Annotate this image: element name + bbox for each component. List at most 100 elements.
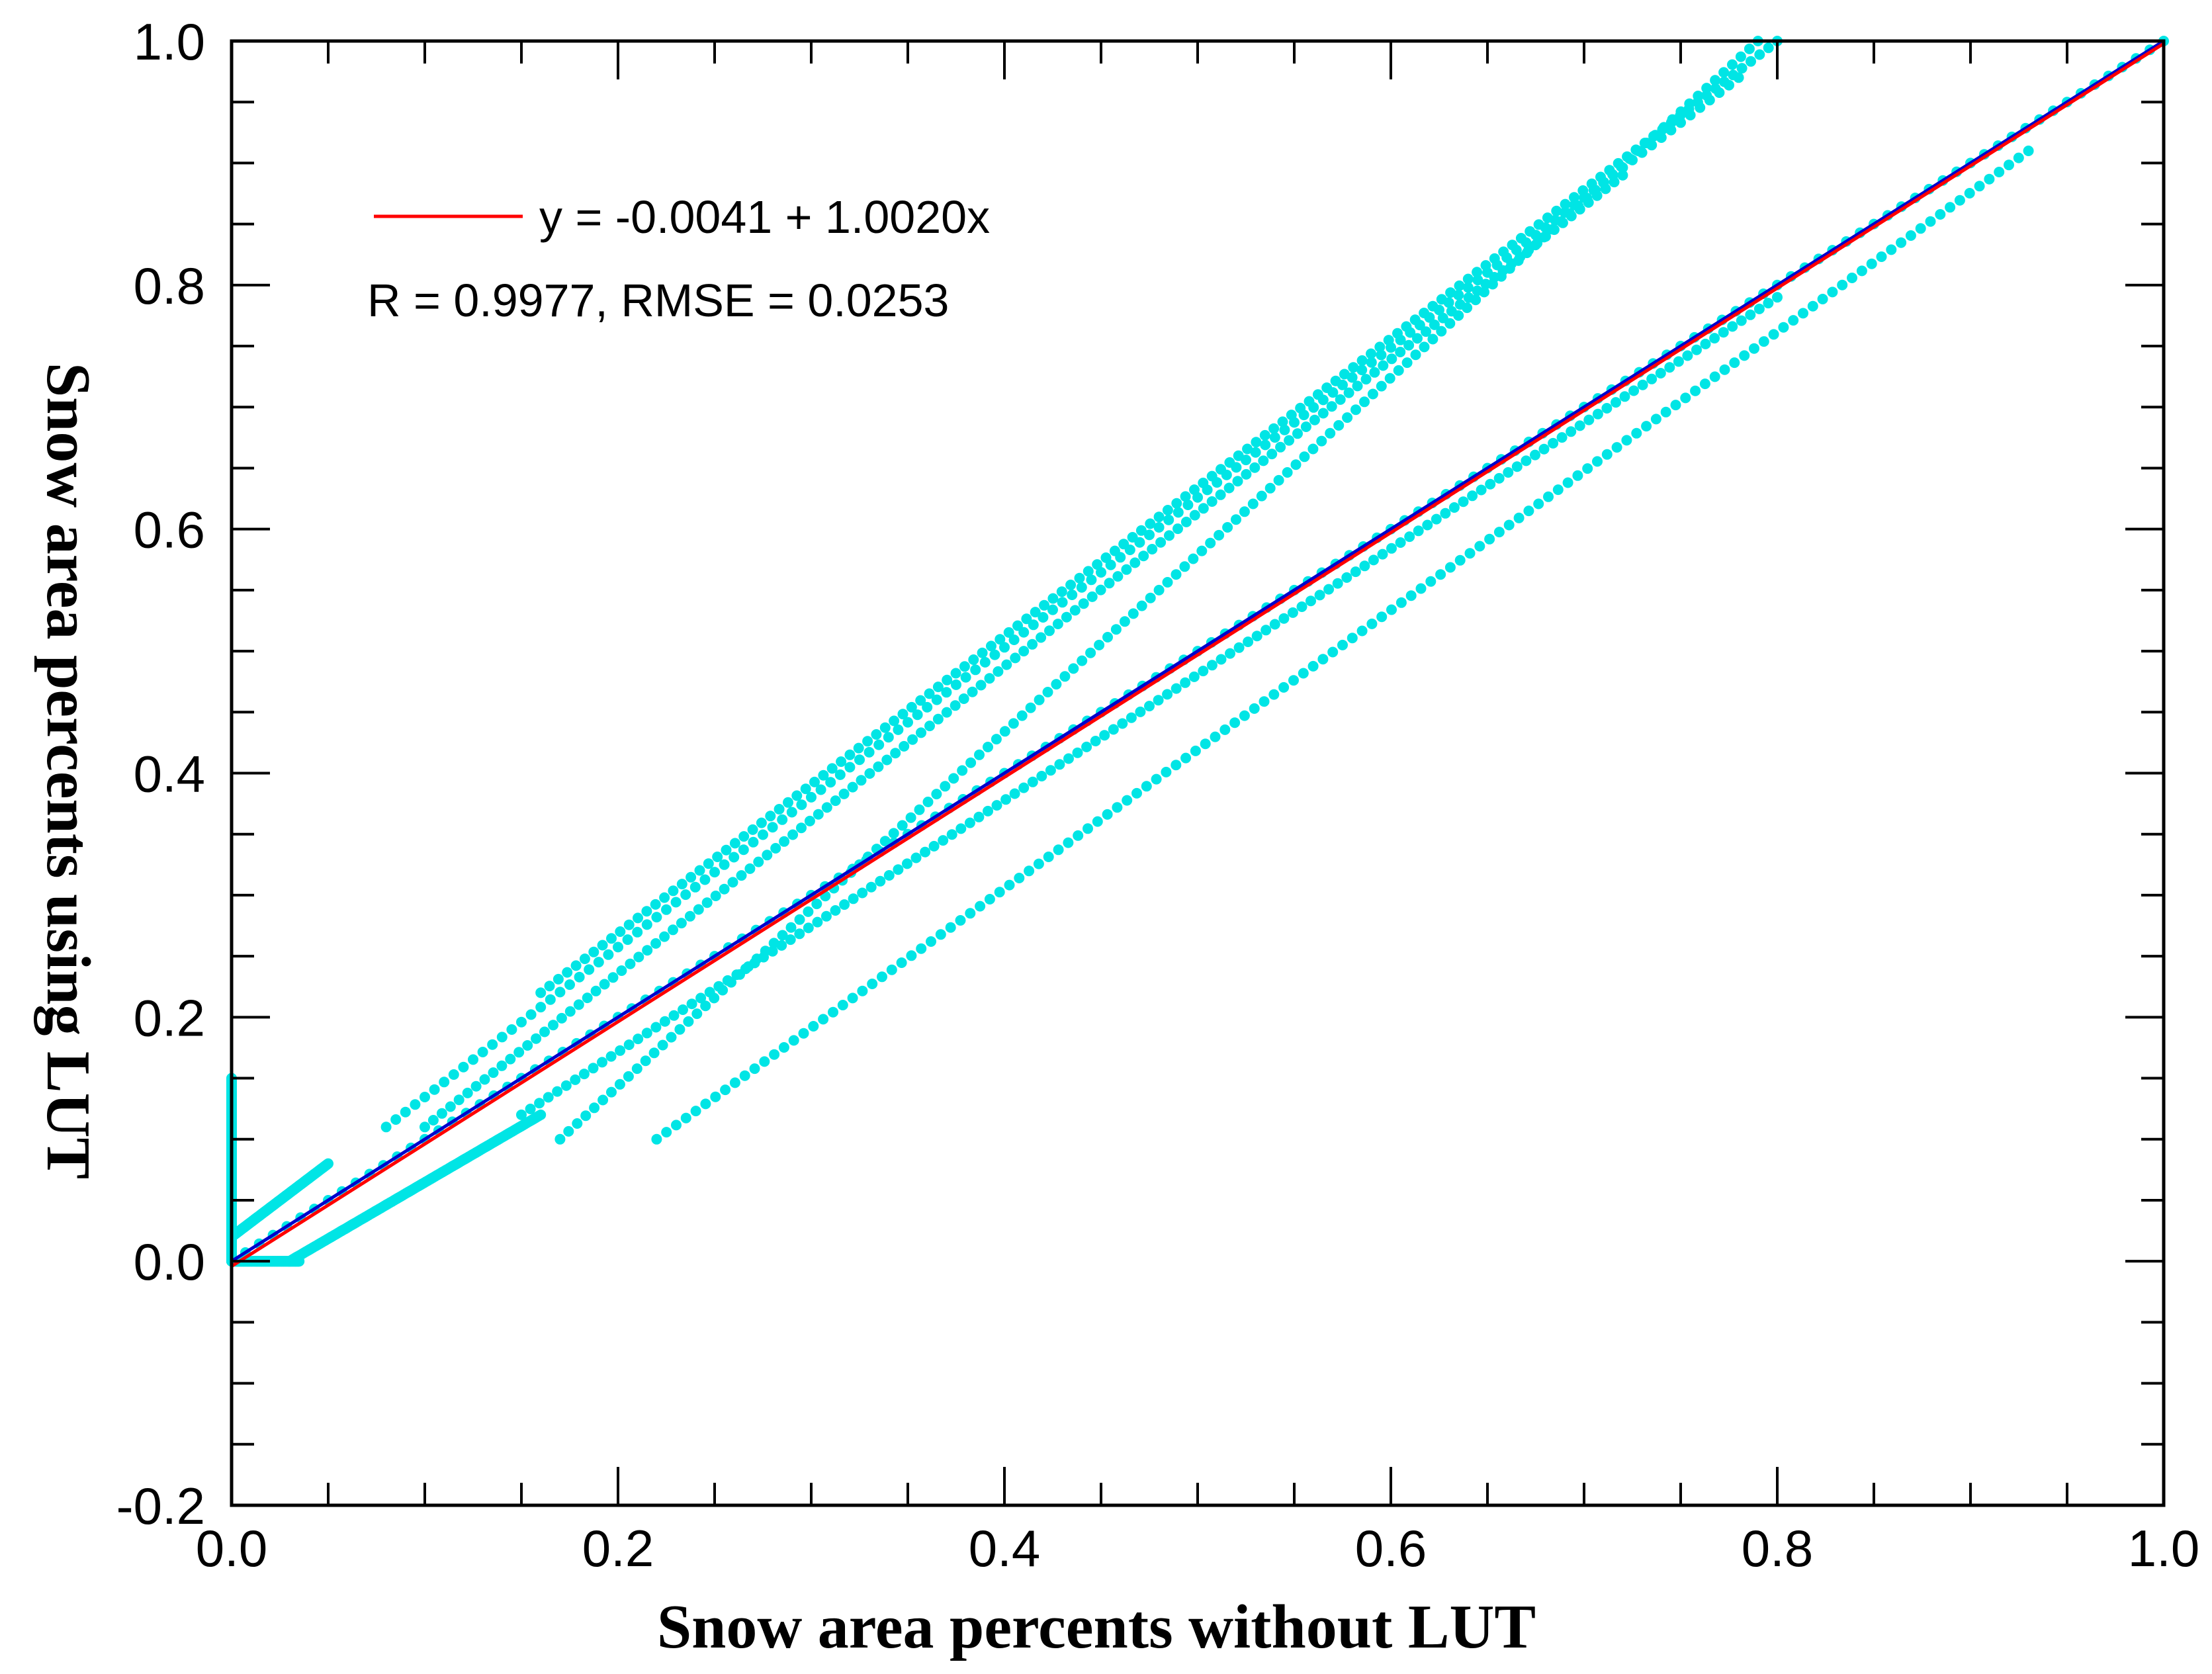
cluster-upper-1-point xyxy=(1145,518,1156,529)
cluster-mid-lower-point xyxy=(543,1092,554,1103)
cluster-upper-4-point xyxy=(940,781,951,792)
cluster-lower-point xyxy=(769,1049,780,1060)
cluster-upper-2-point xyxy=(806,791,817,803)
cluster-upper-3-point xyxy=(950,700,961,711)
cluster-upper-2-point xyxy=(487,1039,498,1050)
cluster-upper-2-point xyxy=(506,1024,517,1035)
cluster-mid-lower-point xyxy=(1664,362,1675,373)
cluster-lower-point xyxy=(818,1014,829,1025)
cluster-upper-4-point xyxy=(1359,396,1370,408)
cluster-mid-lower-point xyxy=(1117,718,1128,729)
cluster-upper-3-point xyxy=(1352,380,1363,392)
cluster-upper-3-point xyxy=(932,713,944,725)
cluster-upper-3-point xyxy=(531,1033,542,1044)
cluster-upper-2-point xyxy=(719,859,730,870)
cluster-mid-lower-point xyxy=(794,928,805,940)
cluster-mid-lower-point xyxy=(1682,350,1693,361)
cluster-upper-1-point xyxy=(844,749,856,760)
cluster-mid-lower-point xyxy=(1619,391,1630,402)
cluster-lower-point xyxy=(1366,618,1378,629)
cluster-upper-4-point xyxy=(1693,91,1704,101)
cluster-upper-3-point xyxy=(890,748,901,759)
cluster-mid-lower-point xyxy=(830,905,841,916)
cluster-mid-lower-point xyxy=(560,1080,572,1091)
cluster-lower-point xyxy=(1395,597,1407,608)
cluster-lower-point xyxy=(1347,633,1358,644)
cluster-lower-point xyxy=(729,1077,740,1088)
cluster-mid-lower-point xyxy=(1592,408,1603,419)
cluster-lower-point xyxy=(1729,357,1740,369)
cluster-upper-2-point xyxy=(1405,327,1416,338)
cluster-lower-point xyxy=(1798,308,1808,319)
cluster-lower-point xyxy=(1758,336,1769,347)
cluster-upper-2-point xyxy=(593,957,604,968)
cluster-upper-1-point xyxy=(747,824,758,835)
cluster-lower-point xyxy=(1288,675,1299,686)
cluster-mid-lower-point xyxy=(1493,472,1505,484)
cluster-lower-point xyxy=(661,1127,672,1138)
cluster-lower-point xyxy=(798,1028,809,1039)
cluster-upper-4-point xyxy=(1307,443,1319,455)
cluster-upper-2-point xyxy=(1212,477,1223,488)
cluster-upper-3 xyxy=(420,169,1628,1133)
cluster-mid-lower-point xyxy=(1162,689,1173,700)
cluster-mid-lower-point xyxy=(820,910,832,922)
cluster-upper-2-point xyxy=(1298,410,1309,421)
cluster-upper-4-point xyxy=(1239,506,1250,517)
cluster-upper-4-point xyxy=(1025,702,1036,713)
cluster-upper-1-point xyxy=(1268,423,1280,434)
cluster-lower-point xyxy=(1827,286,1838,298)
cluster-upper-3-point xyxy=(796,822,807,834)
cluster-upper-2-point xyxy=(777,814,788,825)
cluster-upper-4-point xyxy=(931,789,942,800)
cluster-upper-4-point xyxy=(1077,655,1088,666)
cluster-upper-4-point xyxy=(1299,451,1310,463)
cluster-lower-point xyxy=(1464,548,1476,559)
cluster-upper-3-point xyxy=(1206,496,1217,507)
cluster-upper-1-point xyxy=(641,906,652,917)
cluster-upper-4-point xyxy=(631,1063,642,1075)
cluster-upper-1-point xyxy=(623,919,635,930)
cluster-mid-lower-point xyxy=(1448,502,1460,513)
cluster-upper-2-point xyxy=(1163,514,1174,525)
cluster-upper-4-point xyxy=(1573,200,1584,211)
cluster-upper-3-point xyxy=(1069,605,1081,616)
cluster-upper-1-point xyxy=(1171,498,1182,509)
cluster-upper-3-point xyxy=(1112,571,1124,582)
cluster-upper-3-point xyxy=(864,768,875,779)
cluster-mid-lower-point xyxy=(1216,654,1227,665)
cluster-upper-3-point xyxy=(1395,347,1406,357)
cluster-upper-1-point xyxy=(686,871,697,883)
cluster-lower-point xyxy=(1200,738,1211,750)
cluster-upper-3-point xyxy=(1044,625,1055,637)
cluster-upper-2-point xyxy=(1115,552,1126,563)
cluster-mid-lower-point xyxy=(534,1098,545,1109)
cluster-upper-4-point xyxy=(1684,98,1695,109)
cluster-upper-3-point xyxy=(1412,333,1423,344)
cluster-lower-point xyxy=(1425,576,1437,587)
cluster-upper-1-point xyxy=(774,804,785,815)
cluster-mid-lower-point xyxy=(1081,741,1092,752)
cluster-upper-2-point xyxy=(380,1122,392,1133)
cluster-lower xyxy=(651,146,2034,1145)
cluster-upper-4-point xyxy=(683,1016,694,1027)
cluster-upper-3-point xyxy=(701,897,713,908)
cluster-mid-lower-point xyxy=(615,1045,626,1056)
cluster-mid-lower-point xyxy=(552,1086,563,1097)
cluster-lower-point xyxy=(1650,414,1661,425)
cluster-upper-3-point xyxy=(1284,435,1295,446)
cluster-mid-lower-point xyxy=(1198,666,1209,677)
cluster-lower-point xyxy=(1631,427,1642,439)
cluster-upper-4-point xyxy=(1145,592,1156,603)
cluster-mid-lower-point xyxy=(1180,677,1191,688)
cluster-upper-3-point xyxy=(1232,476,1243,487)
cluster-upper-4-point xyxy=(563,1125,574,1137)
cluster-lower-point xyxy=(700,1098,711,1110)
cluster-upper-4-point xyxy=(983,742,993,752)
cluster-upper-3-point xyxy=(420,1122,430,1133)
cluster-upper-4-point xyxy=(1094,639,1105,650)
cluster-mid-lower-point xyxy=(722,975,733,986)
cluster-upper-1-point xyxy=(553,973,564,985)
cluster-lower-point xyxy=(994,887,1005,898)
cluster-upper-1-point xyxy=(977,647,988,658)
